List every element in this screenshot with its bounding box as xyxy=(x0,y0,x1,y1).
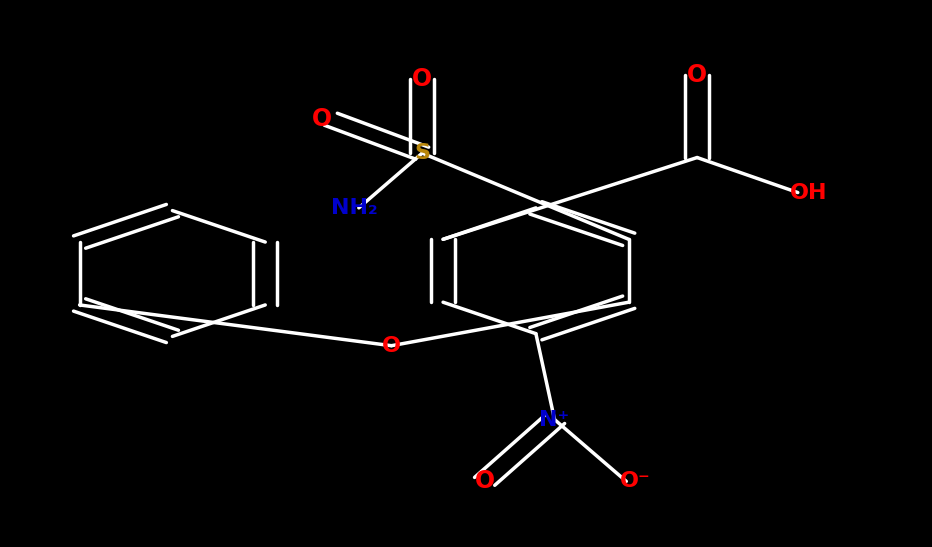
Text: O: O xyxy=(474,469,495,493)
Text: O: O xyxy=(382,336,401,356)
Text: O: O xyxy=(412,67,432,91)
Text: N⁺: N⁺ xyxy=(540,410,569,429)
Text: NH₂: NH₂ xyxy=(331,198,377,218)
Text: O⁻: O⁻ xyxy=(621,472,651,491)
Text: O: O xyxy=(687,63,707,88)
Text: OH: OH xyxy=(790,183,828,202)
Text: O: O xyxy=(311,107,332,131)
Text: S: S xyxy=(414,143,431,163)
